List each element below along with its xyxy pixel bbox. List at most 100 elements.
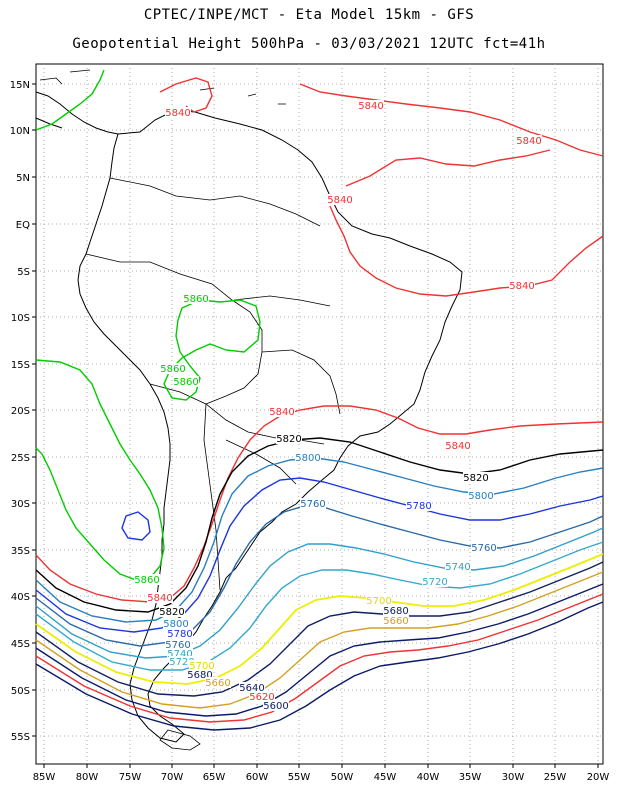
contour-label: 5840 bbox=[269, 407, 294, 418]
contour-label: 5720 bbox=[169, 657, 194, 668]
contour-label: 5800 bbox=[163, 619, 188, 630]
contour-label-background bbox=[366, 595, 392, 606]
latitude-tick-label: 55S bbox=[11, 732, 30, 743]
contour-5720 bbox=[35, 541, 604, 671]
longitude-tick-label: 65W bbox=[203, 772, 226, 783]
contour-label: 5660 bbox=[383, 616, 408, 627]
latitude-tick-label: EQ bbox=[16, 220, 30, 231]
contour-5820 bbox=[35, 437, 604, 613]
longitude-tick-label: 40W bbox=[417, 772, 440, 783]
contour-label-background bbox=[300, 498, 326, 509]
longitude-tick-label: 25W bbox=[544, 772, 567, 783]
contour-label-background bbox=[445, 561, 471, 572]
longitude-tick-label: 70W bbox=[161, 772, 184, 783]
contour-label: 5780 bbox=[167, 629, 192, 640]
contour-label-background bbox=[163, 618, 189, 629]
longitude-tick-label: 35W bbox=[459, 772, 482, 783]
map-subtitle: Geopotential Height 500hPa - 03/03/2021 … bbox=[72, 36, 546, 52]
contour-label-background bbox=[276, 433, 302, 444]
contour-label-background bbox=[295, 452, 321, 463]
contour-5660 bbox=[35, 571, 604, 709]
contour-label: 5820 bbox=[463, 473, 488, 484]
contour-label-background bbox=[422, 576, 448, 587]
contour-label-background bbox=[358, 100, 384, 111]
contour-5780 bbox=[35, 477, 604, 633]
contour-labels: 5840 5840 5840 5840 5840 5840 5840 5840 5860 5860… bbox=[134, 100, 542, 712]
country-borders bbox=[85, 177, 341, 591]
contour-label: 5840 bbox=[165, 108, 190, 119]
longitude-tick-label: 60W bbox=[246, 772, 269, 783]
contour-5600 bbox=[35, 601, 604, 731]
contour-label-background bbox=[167, 628, 193, 639]
contour-label-background bbox=[147, 592, 173, 603]
latitude-tick-label: 40S bbox=[11, 592, 30, 603]
contour-5680 bbox=[35, 561, 604, 697]
contour-label: 5820 bbox=[276, 434, 301, 445]
contour-label-background bbox=[269, 406, 295, 417]
contour-label-background bbox=[383, 615, 409, 626]
contour-label: 5800 bbox=[295, 453, 320, 464]
contour-label: 5860 bbox=[173, 377, 198, 388]
contour-5640 bbox=[35, 583, 604, 717]
contour-label-background bbox=[205, 677, 231, 688]
contour-label: 5860 bbox=[134, 575, 159, 586]
contour-label-background bbox=[445, 440, 471, 451]
contour-label: 5700 bbox=[189, 661, 214, 672]
longitude-tick-label: 85W bbox=[33, 772, 56, 783]
contour-label-background bbox=[516, 135, 542, 146]
contour-label: 5780 bbox=[406, 501, 431, 512]
contour-label-background bbox=[327, 194, 353, 205]
latitude-tick-label: 45S bbox=[11, 639, 30, 650]
contour-label: 5760 bbox=[165, 640, 190, 651]
caribbean-islands bbox=[39, 69, 286, 105]
longitude-tick-label: 50W bbox=[331, 772, 354, 783]
latitude-tick-label: 5S bbox=[17, 267, 30, 278]
contour-label-background bbox=[173, 376, 199, 387]
longitude-tick-label: 80W bbox=[76, 772, 99, 783]
contour-label-background bbox=[169, 656, 195, 667]
contour-label-background bbox=[160, 363, 186, 374]
latitude-tick-label: 15N bbox=[10, 80, 30, 91]
contour-label: 5680 bbox=[187, 670, 212, 681]
contour-label-background bbox=[187, 669, 213, 680]
contour-label-background bbox=[471, 542, 497, 553]
contour-5840-main bbox=[35, 405, 604, 603]
tierra-del-fuego bbox=[159, 729, 201, 751]
longitude-tick-label: 55W bbox=[288, 772, 311, 783]
coastlines bbox=[35, 69, 463, 751]
contour-5860-amazon bbox=[163, 299, 261, 401]
contour-label-background bbox=[134, 574, 160, 585]
contour-label-background bbox=[383, 605, 409, 616]
contour-label-background bbox=[468, 490, 494, 501]
contour-label: 5760 bbox=[471, 543, 496, 554]
contour-label: 5620 bbox=[249, 692, 274, 703]
latitude-tick-label: 50S bbox=[11, 686, 30, 697]
central-america bbox=[35, 91, 119, 135]
latitude-tick-label: 15S bbox=[11, 360, 30, 371]
contour-label: 5840 bbox=[358, 101, 383, 112]
contour-label: 5860 bbox=[160, 364, 185, 375]
contour-label-background bbox=[463, 472, 489, 483]
contour-label-background bbox=[167, 648, 193, 659]
longitude-tick-label: 30W bbox=[502, 772, 525, 783]
latitude-tick-labels: 15N 10N 5N EQ 5S 10S 15S 20S 25S 30S 35S 40S 45S 50S 5… bbox=[10, 80, 36, 743]
contour-label: 5800 bbox=[468, 491, 493, 502]
south-america-coastline bbox=[77, 109, 463, 743]
contour-5860-blob bbox=[121, 511, 151, 541]
contour-label: 5860 bbox=[183, 294, 208, 305]
contour-label-background bbox=[249, 691, 275, 702]
graticule bbox=[36, 64, 603, 764]
longitude-tick-label: 75W bbox=[119, 772, 142, 783]
contour-5840-north-b bbox=[299, 83, 604, 157]
contour-label-background bbox=[189, 660, 215, 671]
contour-label: 5840 bbox=[445, 441, 470, 452]
height-contours bbox=[35, 69, 604, 731]
map-frame bbox=[35, 63, 604, 765]
contour-5740 bbox=[35, 527, 604, 659]
longitude-tick-label: 45W bbox=[374, 772, 397, 783]
contour-label: 5840 bbox=[509, 281, 534, 292]
contour-label-background bbox=[159, 606, 185, 617]
contour-5700 bbox=[35, 553, 604, 685]
contour-label-background bbox=[165, 639, 191, 650]
